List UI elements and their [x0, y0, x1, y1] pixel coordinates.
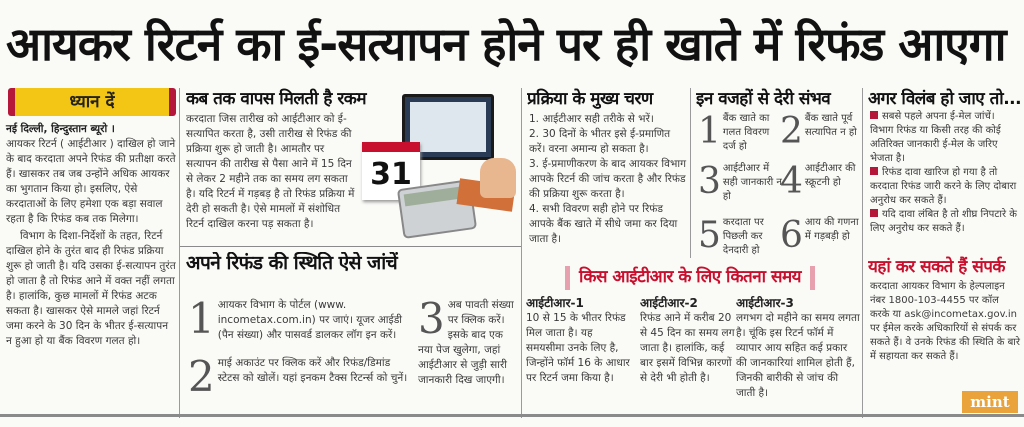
process-step: 2. 30 दिनों के भीतर इसे ई-प्रमाणित करें।…: [529, 128, 671, 155]
itr-column: आईटीआर-3 लगभग दो महीने का समय लगता है। चू…: [736, 296, 860, 401]
delay-reason: 4 आईटीआर की स्क्रूटनी हो: [780, 162, 864, 202]
divider: [690, 88, 691, 258]
delay-reason: 6 आय की गणना में गड़बड़ी हो: [780, 216, 864, 256]
hand-icon: [480, 158, 516, 198]
itr-title: आईटीआर-2: [640, 296, 698, 310]
itr-text: 10 से 15 के भीतर रिफंड मिल जाता है। यह स…: [526, 312, 630, 384]
section-heading: कब तक वापस मिलती है रकम: [186, 89, 367, 109]
delay-reason: 3 आईटीआर में सही जानकारी न हो: [698, 162, 782, 204]
reason-number: 4: [780, 161, 803, 202]
reason-text: बैंक खाते पूर्व सत्यापित न हो: [804, 113, 857, 138]
bullet-item: यदि दावा लंबित है तो शीघ्र निपटारे के लि…: [870, 208, 1020, 236]
process-step: 3. ई-प्रमाणीकरण के बाद आयकर विभाग आपके र…: [529, 158, 686, 200]
itr-text: रिफंड आने में करीब 20 से 45 दिन का समय ल…: [640, 312, 735, 384]
section-heading: अपने रिफंड की स्थिति ऐसे जांचें: [186, 252, 398, 274]
status-step: 2 माई अकाउंट पर क्लिक करें और रिफंड/डिमां…: [188, 356, 413, 398]
status-step: 1 आयकर विभाग के पोर्टल (www. incometax.co…: [188, 298, 413, 343]
reason-number: 3: [698, 161, 721, 202]
step-number: 2: [188, 352, 215, 401]
itr-column: आईटीआर-2 रिफंड आने में करीब 20 से 45 दिन …: [640, 296, 740, 386]
delay-reason: 1 बैंक खाते का गलत विवरण दर्ज हो: [698, 112, 782, 154]
dateline: नई दिल्ली, हिन्दुस्तान ब्यूरो ।: [6, 123, 115, 135]
tax-illustration: 31: [360, 92, 518, 242]
attention-article: नई दिल्ली, हिन्दुस्तान ब्यूरो । आयकर रिट…: [6, 122, 176, 349]
status-step: 3 अब पावती संख्या पर क्लिक करें। इसके बाद…: [418, 298, 518, 388]
reason-text: करदाता पर पिछली कर देनदारी हो: [722, 217, 764, 256]
bullet-icon: [870, 167, 878, 175]
divider: [862, 88, 863, 418]
divider: [179, 88, 180, 418]
mint-logo: mint: [962, 391, 1018, 413]
bullet-icon: [870, 209, 878, 217]
section-heading: प्रक्रिया के मुख्य चरण: [527, 89, 653, 109]
section-heading: अगर विलंब हो जाए तो...: [868, 89, 1022, 109]
bullet-icon: [870, 111, 878, 119]
reason-number: 6: [780, 215, 803, 256]
process-steps: 1. आईटीआर सही तरीके से भरें। 2. 30 दिनों…: [529, 112, 687, 247]
bullet-text: रिफंड दावा खारिज हो गया है तो करदाता रिफ…: [870, 167, 1017, 206]
step-number: 1: [188, 294, 215, 343]
step-number: 3: [418, 294, 445, 343]
bullet-text: सबसे पहले अपना ई-मेल जांचें। विभाग रिफंड…: [870, 111, 1001, 164]
reason-number: 5: [698, 215, 721, 256]
itr-heading-box: किस आईटीआर के लिए कितना समय: [565, 266, 815, 290]
reason-text: बैंक खाते का गलत विवरण दर्ज हो: [722, 113, 770, 152]
divider: [521, 88, 522, 418]
section-heading: किस आईटीआर के लिए कितना समय: [579, 267, 801, 287]
reason-text: आईटीआर में सही जानकारी न हो: [722, 163, 782, 202]
section-heading: इन वजहों से देरी संभव: [696, 89, 831, 109]
reason-number: 2: [780, 111, 803, 152]
bullet-item: सबसे पहले अपना ई-मेल जांचें। विभाग रिफंड…: [870, 110, 1020, 166]
step-text: माई अकाउंट पर क्लिक करें और रिफंड/डिमांड…: [217, 357, 408, 384]
section-text: करदाता जिस तारीख को आईटीआर को ई-सत्यापित…: [186, 113, 355, 230]
attention-label: ध्यान दें: [8, 88, 176, 116]
bullet-text: यदि दावा लंबित है तो शीघ्र निपटारे के लि…: [870, 209, 1017, 234]
reason-text: आईटीआर की स्क्रूटनी हो: [804, 163, 856, 188]
delay-reason: 2 बैंक खाते पूर्व सत्यापित न हो: [780, 112, 864, 152]
process-step: 4. सभी विवरण सही होने पर रिफंड आपके बैंक…: [529, 203, 678, 245]
paragraph: आयकर रिटर्न ( आईटीआर ) दाखिल हो जाने के …: [6, 138, 176, 225]
delay-reason: 5 करदाता पर पिछली कर देनदारी हो: [698, 216, 782, 258]
itr-text: लगभग दो महीने का समय लगता है। चूंकि इस र…: [736, 312, 860, 399]
step-text: अब पावती संख्या पर क्लिक करें। इसके बाद …: [418, 299, 514, 386]
reason-number: 1: [698, 111, 721, 152]
paragraph: विभाग के दिशा-निर्देशों के तहत, रिटर्न द…: [6, 230, 176, 347]
process-step: 1. आईटीआर सही तरीके से भरें।: [529, 113, 654, 125]
contact-text: करदाता आयकर विभाग के हेल्पलाइन नंबर 1800…: [870, 281, 1020, 362]
step-text: आयकर विभाग के पोर्टल (www. incometax.com…: [217, 299, 403, 341]
bullet-item: रिफंड दावा खारिज हो गया है तो करदाता रिफ…: [870, 166, 1020, 208]
itr-title: आईटीआर-1: [526, 296, 584, 310]
reason-text: आय की गणना में गड़बड़ी हो: [804, 217, 859, 242]
calendar-icon: 31: [362, 142, 420, 200]
bottom-rule: [0, 414, 1024, 417]
itr-column: आईटीआर-1 10 से 15 के भीतर रिफंड मिल जाता …: [526, 296, 632, 386]
section-heading: यहां कर सकते हैं संपर्क: [868, 257, 1005, 277]
itr-title: आईटीआर-3: [736, 296, 794, 310]
delay-actions: सबसे पहले अपना ई-मेल जांचें। विभाग रिफंड…: [870, 110, 1020, 236]
divider: [180, 246, 521, 247]
headline: आयकर रिटर्न का ई-सत्यापन होने पर ही खाते…: [6, 17, 1007, 71]
